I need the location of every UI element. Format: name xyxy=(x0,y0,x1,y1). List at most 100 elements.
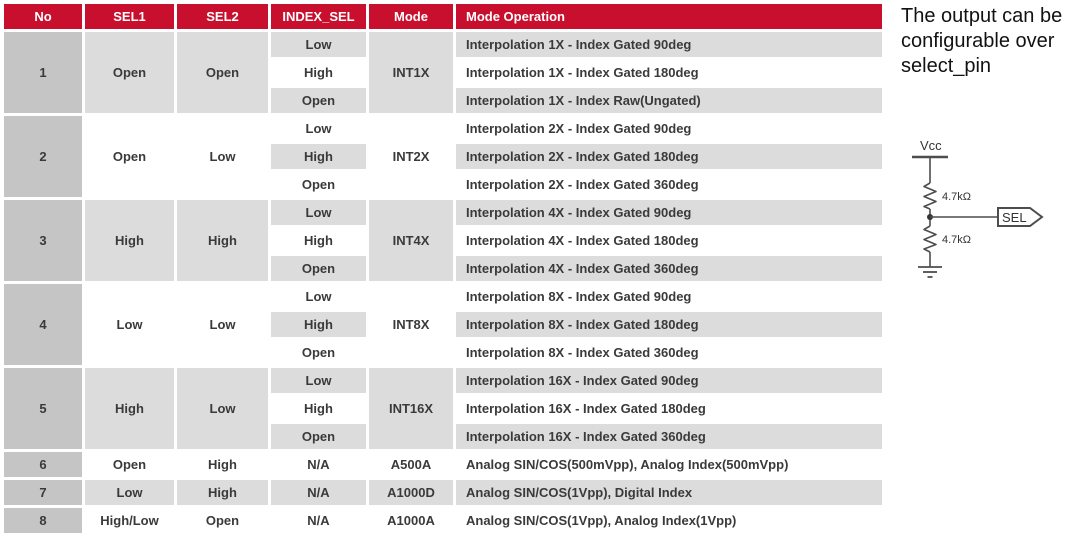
index-sel-cell: Low xyxy=(271,284,366,309)
sel2-cell: High xyxy=(177,480,268,505)
index-sel-cell: Low xyxy=(271,200,366,225)
no-cell: 7 xyxy=(4,480,82,505)
column-header-mode-operation: Mode Operation xyxy=(456,4,882,29)
operation-cell: Interpolation 4X - Index Gated 360deg xyxy=(456,256,882,281)
index-sel-cell: N/A xyxy=(271,480,366,505)
table-row: Open Interpolation 1X - Index Raw(Ungated… xyxy=(4,88,882,113)
operation-cell: Interpolation 4X - Index Gated 90deg xyxy=(456,200,882,225)
mode-cell: INT8X xyxy=(369,284,453,365)
index-sel-cell: Open xyxy=(271,88,366,113)
table-row: Open Interpolation 2X - Index Gated 360de… xyxy=(4,172,882,197)
table-row: 2 Open Low Low INT2X Interpolation 2X - Index… xyxy=(4,116,882,197)
table-row: High Interpolation 2X - Index Gated 180de… xyxy=(4,144,882,169)
no-cell: 2 xyxy=(4,116,82,197)
table-row: 5 High Low Low INT16X Interpolation 16X - Ind… xyxy=(4,368,882,449)
resistor-icon xyxy=(923,182,937,210)
table-row: 7 Low High N/A A1000D Analog SIN/COS(1Vpp), D… xyxy=(4,480,882,505)
index-sel-cell: High xyxy=(271,60,366,85)
table-row: High Interpolation 8X - Index Gated 180de… xyxy=(4,312,882,337)
index-sel-cell: High xyxy=(271,396,366,421)
operation-cell: Interpolation 8X - Index Gated 180deg xyxy=(456,312,882,337)
index-sel-cell: Open xyxy=(271,172,366,197)
table-row: High Interpolation 1X - Index Gated 180de… xyxy=(4,60,882,85)
sel1-cell: High/Low xyxy=(85,508,174,533)
table-row: 4 Low Low Low INT8X Interpolation 8X - Index … xyxy=(4,284,882,365)
index-sel-cell: N/A xyxy=(271,508,366,533)
operation-cell: Analog SIN/COS(1Vpp), Analog Index(1Vpp) xyxy=(456,508,882,533)
operation-cell: Interpolation 2X - Index Gated 90deg xyxy=(456,116,882,141)
no-cell: 5 xyxy=(4,368,82,449)
table-row: 8 High/Low Open N/A A1000A Analog SIN/COS(1Vp… xyxy=(4,508,882,533)
sel-pin-label: SEL xyxy=(1002,210,1027,225)
column-header-sel2: SEL2 xyxy=(177,4,268,29)
operation-cell: Interpolation 2X - Index Gated 180deg xyxy=(456,144,882,169)
sel2-cell: Low xyxy=(177,284,268,365)
column-header-index-sel: INDEX_SEL xyxy=(271,4,366,29)
column-header-sel1: SEL1 xyxy=(85,4,174,29)
sel1-cell: Low xyxy=(85,284,174,365)
vcc-label: Vcc xyxy=(920,138,942,153)
operation-cell: Analog SIN/COS(1Vpp), Digital Index xyxy=(456,480,882,505)
select-pin-circuit: Vcc 4.7kΩ SEL 4.7kΩ xyxy=(912,138,1044,278)
sel2-cell: Low xyxy=(177,368,268,449)
index-sel-cell: High xyxy=(271,228,366,253)
operation-cell: Interpolation 8X - Index Gated 90deg xyxy=(456,284,882,309)
operation-cell: Interpolation 16X - Index Gated 180deg xyxy=(456,396,882,421)
operation-cell: Interpolation 16X - Index Gated 90deg xyxy=(456,368,882,393)
mode-cell: INT1X xyxy=(369,32,453,113)
table-row: Open Interpolation 4X - Index Gated 360de… xyxy=(4,256,882,281)
operation-cell: Interpolation 2X - Index Gated 360deg xyxy=(456,172,882,197)
no-cell: 6 xyxy=(4,452,82,477)
operation-cell: Interpolation 1X - Index Gated 180deg xyxy=(456,60,882,85)
index-sel-cell: High xyxy=(271,312,366,337)
table-row: Open Interpolation 16X - Index Gated 360d… xyxy=(4,424,882,449)
table-row: Open Interpolation 8X - Index Gated 360de… xyxy=(4,340,882,365)
sel2-cell: High xyxy=(177,200,268,281)
no-cell: 8 xyxy=(4,508,82,533)
resistor2-value: 4.7kΩ xyxy=(942,234,971,246)
no-cell: 4 xyxy=(4,284,82,365)
table-row: 6 Open High N/A A500A Analog SIN/COS(500mVpp)… xyxy=(4,452,882,477)
mode-cell: INT16X xyxy=(369,368,453,449)
column-header-mode: Mode xyxy=(369,4,453,29)
note-text: The output can be configurable over sele… xyxy=(901,5,1063,77)
mode-cell: A500A xyxy=(369,452,453,477)
ground-icon xyxy=(918,266,942,278)
no-cell: 1 xyxy=(4,32,82,113)
table-row: 3 High High Low INT4X Interpolation 4X - Inde… xyxy=(4,200,882,281)
table-row: High Interpolation 4X - Index Gated 180de… xyxy=(4,228,882,253)
sel1-cell: Open xyxy=(85,32,174,113)
operation-cell: Interpolation 4X - Index Gated 180deg xyxy=(456,228,882,253)
index-sel-cell: High xyxy=(271,144,366,169)
mode-cell: A1000D xyxy=(369,480,453,505)
mode-cell: INT4X xyxy=(369,200,453,281)
sel2-cell: High xyxy=(177,452,268,477)
index-sel-cell: Open xyxy=(271,256,366,281)
no-cell: 3 xyxy=(4,200,82,281)
column-header-no: No xyxy=(4,4,82,29)
index-sel-cell: Low xyxy=(271,32,366,57)
index-sel-cell: Low xyxy=(271,368,366,393)
index-sel-cell: Low xyxy=(271,116,366,141)
resistor-icon xyxy=(923,225,937,253)
operation-cell: Interpolation 1X - Index Gated 90deg xyxy=(456,32,882,57)
sel2-cell: Open xyxy=(177,32,268,113)
sel1-cell: Low xyxy=(85,480,174,505)
sel1-cell: High xyxy=(85,368,174,449)
index-sel-cell: Open xyxy=(271,424,366,449)
operation-cell: Analog SIN/COS(500mVpp), Analog Index(50… xyxy=(456,452,882,477)
table-row: High Interpolation 16X - Index Gated 180d… xyxy=(4,396,882,421)
index-sel-cell: Open xyxy=(271,340,366,365)
table-body: 1 Open Open Low INT1X Interpolation 1X - Inde… xyxy=(4,32,882,533)
operation-cell: Interpolation 1X - Index Raw(Ungated) xyxy=(456,88,882,113)
index-sel-cell: N/A xyxy=(271,452,366,477)
table-row: 1 Open Open Low INT1X Interpolation 1X - Inde… xyxy=(4,32,882,113)
sel-pin-flag xyxy=(997,207,1044,227)
sel2-cell: Open xyxy=(177,508,268,533)
mode-cell: INT2X xyxy=(369,116,453,197)
sel2-cell: Low xyxy=(177,116,268,197)
sel1-cell: Open xyxy=(85,116,174,197)
mode-cell: A1000A xyxy=(369,508,453,533)
sel1-cell: Open xyxy=(85,452,174,477)
